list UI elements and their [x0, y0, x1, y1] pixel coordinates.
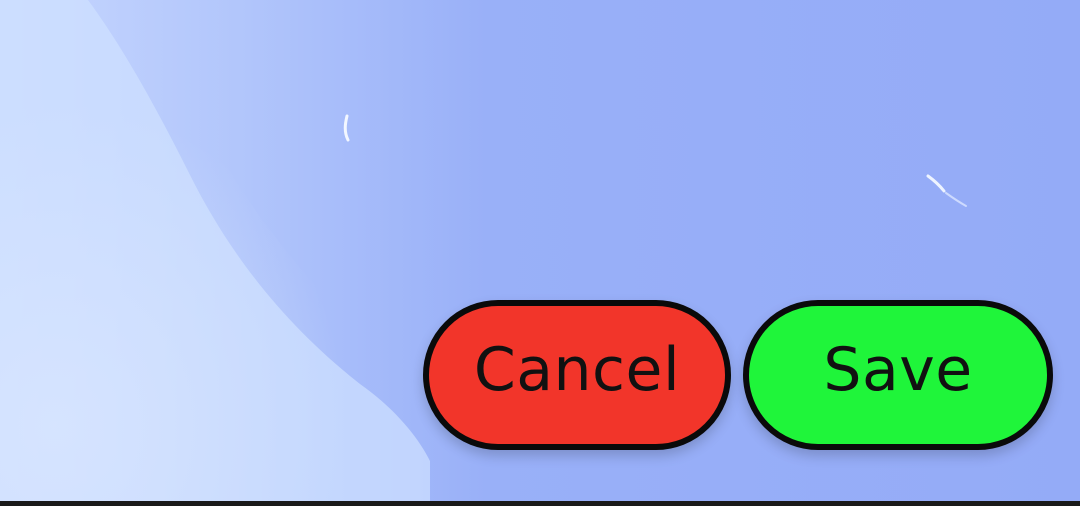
bottom-edge-bar — [0, 501, 1080, 506]
save-button-label: Save — [823, 335, 973, 405]
streak-right — [926, 174, 946, 193]
streak-right-soft — [945, 192, 967, 207]
save-button[interactable]: Save — [743, 300, 1053, 450]
cloud-soft-shape — [0, 0, 450, 501]
cancel-button[interactable]: Cancel — [423, 300, 731, 450]
cancel-button-label: Cancel — [473, 335, 681, 405]
dialog-actions: Cancel Save — [423, 300, 1053, 458]
streak-left — [343, 114, 350, 142]
